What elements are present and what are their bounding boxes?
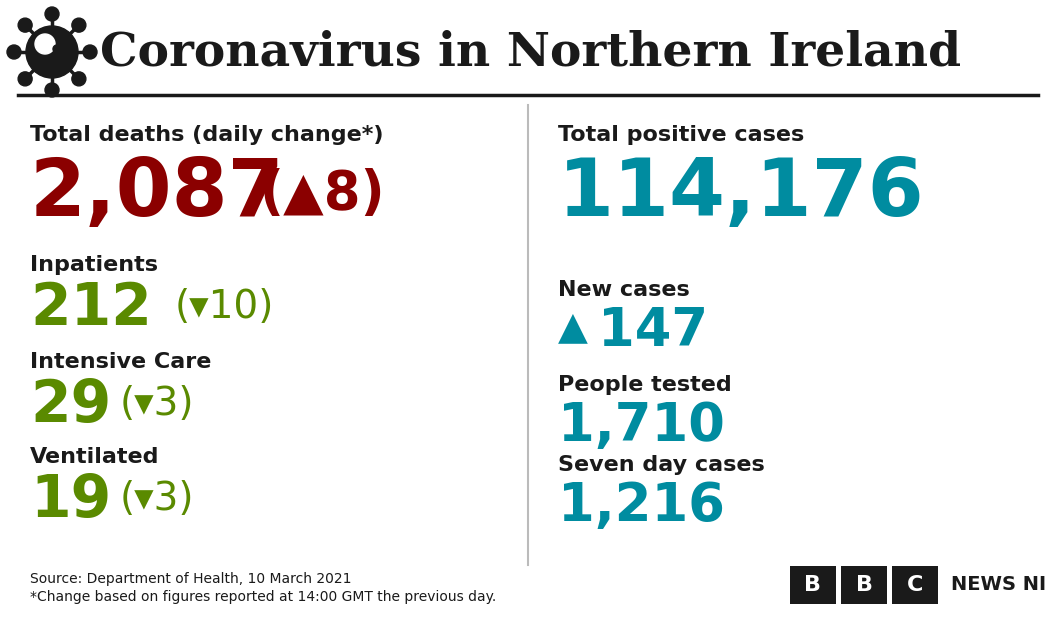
Text: (▾10): (▾10)	[175, 288, 275, 326]
Text: B: B	[855, 575, 872, 595]
Text: NEWS NI: NEWS NI	[951, 576, 1046, 594]
Text: 29: 29	[30, 377, 111, 434]
Circle shape	[72, 18, 86, 32]
Text: People tested: People tested	[558, 375, 732, 395]
Text: Total positive cases: Total positive cases	[558, 125, 805, 145]
Circle shape	[35, 34, 55, 54]
Circle shape	[45, 7, 59, 21]
Text: 1,216: 1,216	[558, 480, 725, 532]
FancyBboxPatch shape	[892, 566, 938, 604]
Text: B: B	[805, 575, 822, 595]
Circle shape	[18, 18, 32, 32]
Text: (▲8): (▲8)	[260, 168, 385, 220]
Text: 1,710: 1,710	[558, 400, 724, 452]
Text: Source: Department of Health, 10 March 2021: Source: Department of Health, 10 March 2…	[30, 572, 352, 586]
Text: Inpatients: Inpatients	[30, 255, 158, 275]
Circle shape	[45, 83, 59, 97]
Text: 114,176: 114,176	[558, 155, 925, 233]
Text: ▲: ▲	[558, 308, 588, 346]
Circle shape	[26, 26, 78, 78]
Circle shape	[83, 45, 97, 59]
Text: New cases: New cases	[558, 280, 690, 300]
Text: Ventilated: Ventilated	[30, 447, 159, 467]
Text: (▾3): (▾3)	[120, 385, 194, 423]
Text: 2,087: 2,087	[30, 155, 285, 233]
Text: C: C	[907, 575, 923, 595]
Text: *Change based on figures reported at 14:00 GMT the previous day.: *Change based on figures reported at 14:…	[30, 590, 496, 604]
Circle shape	[72, 72, 86, 86]
Text: Intensive Care: Intensive Care	[30, 352, 211, 372]
Text: (▾3): (▾3)	[120, 480, 194, 518]
Text: Total deaths (daily change*): Total deaths (daily change*)	[30, 125, 383, 145]
Circle shape	[18, 72, 32, 86]
FancyBboxPatch shape	[841, 566, 887, 604]
Text: 19: 19	[30, 472, 111, 529]
Text: Coronavirus in Northern Ireland: Coronavirus in Northern Ireland	[100, 29, 961, 75]
Circle shape	[53, 45, 61, 53]
Text: 147: 147	[598, 305, 709, 357]
Text: 212: 212	[30, 280, 152, 337]
FancyBboxPatch shape	[790, 566, 836, 604]
Text: Seven day cases: Seven day cases	[558, 455, 765, 475]
Circle shape	[7, 45, 21, 59]
